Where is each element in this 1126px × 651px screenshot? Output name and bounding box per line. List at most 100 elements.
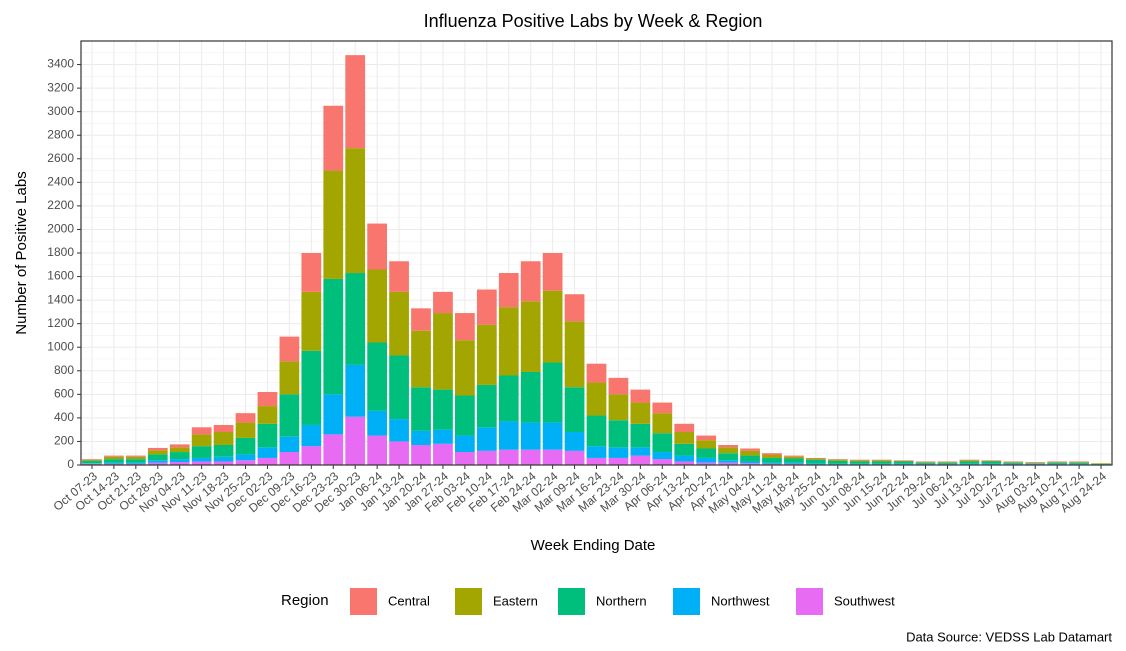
y-tick-label: 1400 bbox=[47, 292, 74, 306]
bar-segment bbox=[740, 461, 760, 464]
bar-segment bbox=[674, 455, 695, 462]
bar-segment bbox=[1025, 462, 1046, 464]
bar-segment bbox=[871, 459, 892, 461]
bar-segment bbox=[476, 450, 497, 465]
bar-segment bbox=[169, 444, 190, 448]
bar-segment bbox=[827, 463, 848, 465]
bar-segment bbox=[981, 460, 1002, 461]
bar-segment bbox=[937, 462, 958, 464]
bar-segment bbox=[235, 437, 256, 455]
bar-segment bbox=[1069, 463, 1089, 465]
y-tick-label: 3200 bbox=[47, 80, 74, 94]
bar-segment bbox=[630, 455, 651, 465]
bar-segment bbox=[696, 440, 717, 449]
bar-segment bbox=[279, 436, 300, 453]
bar-segment bbox=[849, 461, 870, 464]
bar-segment bbox=[104, 455, 124, 457]
bar-segment bbox=[147, 462, 168, 465]
y-tick-label: 600 bbox=[54, 387, 74, 401]
bar-segment bbox=[455, 452, 475, 465]
bar-segment bbox=[345, 416, 366, 465]
bar-segment bbox=[1025, 462, 1046, 463]
bar-segment bbox=[849, 463, 870, 465]
bar-segment bbox=[718, 447, 738, 454]
bar-segment bbox=[498, 421, 519, 450]
bar-segment bbox=[608, 420, 629, 448]
bar-segment bbox=[762, 457, 782, 463]
bar-segment bbox=[104, 456, 124, 460]
legend-label: Northern bbox=[596, 593, 647, 608]
bar-segment bbox=[345, 148, 366, 274]
bar-segment bbox=[433, 443, 453, 465]
bar-segment bbox=[937, 463, 958, 465]
bar-segment bbox=[652, 459, 673, 465]
bar-segment bbox=[147, 447, 168, 451]
bar-segment bbox=[1047, 463, 1068, 465]
bar-segment bbox=[849, 460, 870, 462]
bar-segment bbox=[279, 452, 300, 465]
bar-segment bbox=[279, 394, 300, 437]
bar-segment bbox=[213, 424, 234, 433]
bar-segment bbox=[740, 463, 760, 465]
bar-segment bbox=[630, 447, 651, 456]
bar-segment bbox=[893, 463, 914, 465]
bar-segment bbox=[411, 430, 431, 445]
bar-segment bbox=[871, 461, 892, 464]
bar-segment bbox=[169, 459, 190, 463]
bar-segment bbox=[827, 460, 848, 464]
bar-segment bbox=[696, 457, 717, 463]
x-axis-title: Week Ending Date bbox=[531, 537, 656, 554]
bar-segment bbox=[893, 460, 914, 462]
bar-segment bbox=[1003, 461, 1024, 463]
bar-segment bbox=[1069, 462, 1089, 464]
bar-segment bbox=[125, 462, 146, 464]
bar-segment bbox=[389, 291, 409, 356]
bar-segment bbox=[1003, 462, 1024, 463]
bar-segment bbox=[1069, 461, 1089, 463]
bar-segment bbox=[191, 457, 212, 462]
bar-segment bbox=[367, 435, 388, 465]
bar-segment bbox=[586, 382, 607, 416]
bar-segment bbox=[323, 170, 344, 279]
bar-segment bbox=[125, 459, 146, 463]
bar-segment bbox=[367, 223, 388, 270]
bar-segment bbox=[82, 460, 102, 464]
bar-segment bbox=[235, 460, 256, 465]
bar-segment bbox=[169, 452, 190, 460]
bar-segment bbox=[279, 361, 300, 395]
bar-segment bbox=[762, 453, 782, 455]
y-tick-label: 400 bbox=[54, 410, 74, 424]
bar-segment bbox=[718, 453, 738, 461]
bar-segment bbox=[301, 424, 322, 447]
bar-segment bbox=[608, 447, 629, 458]
bar-segment bbox=[805, 463, 826, 465]
y-tick-label: 2000 bbox=[47, 222, 74, 236]
bar-segment bbox=[652, 433, 673, 453]
bar-segment bbox=[125, 455, 146, 457]
bar-segment bbox=[389, 355, 409, 420]
bar-segment bbox=[455, 395, 475, 436]
bar-segment bbox=[827, 459, 848, 460]
bar-segment bbox=[564, 321, 585, 388]
bar-segment bbox=[520, 301, 541, 372]
y-tick-label: 1200 bbox=[47, 316, 74, 330]
bar-segment bbox=[1091, 463, 1111, 465]
bar-segment bbox=[301, 291, 322, 351]
bar-segment bbox=[718, 444, 738, 448]
bar-segment bbox=[213, 444, 234, 457]
bar-segment bbox=[301, 350, 322, 425]
bar-segment bbox=[674, 432, 695, 444]
bar-segment bbox=[191, 461, 212, 465]
bar-segment bbox=[191, 434, 212, 447]
bar-segment bbox=[1003, 463, 1024, 465]
bar-segment bbox=[805, 459, 826, 464]
bar-segment bbox=[235, 454, 256, 461]
bar-segment bbox=[674, 461, 695, 465]
bar-segment bbox=[455, 435, 475, 453]
bar-segment bbox=[762, 462, 782, 464]
legend-title: Region bbox=[281, 592, 329, 609]
bar-segment bbox=[542, 422, 563, 450]
legend-swatch bbox=[796, 588, 823, 615]
bar-segment bbox=[235, 422, 256, 438]
bar-segment bbox=[82, 459, 102, 461]
